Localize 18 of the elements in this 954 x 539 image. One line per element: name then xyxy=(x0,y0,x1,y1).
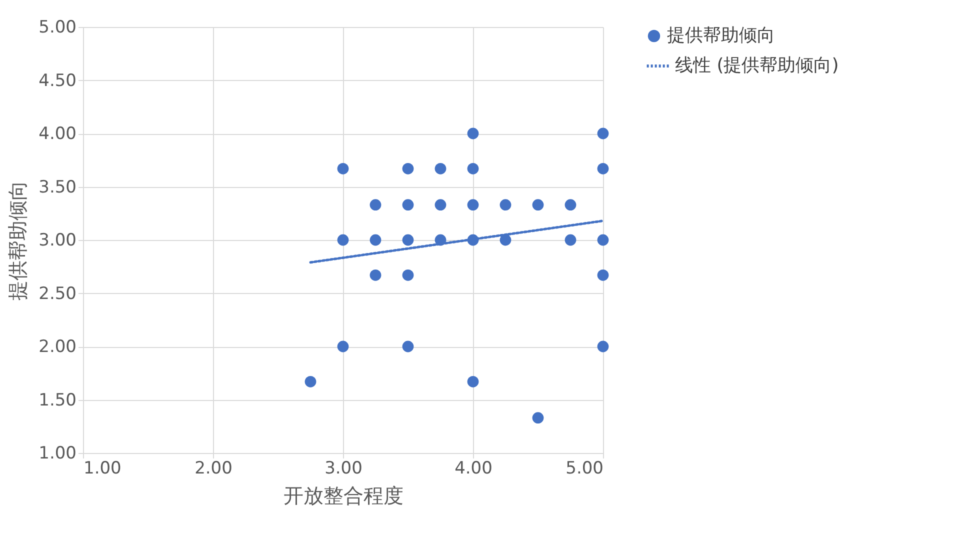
y-axis-title: 提供帮助倾向 xyxy=(6,180,30,300)
x-tick-label: 2.00 xyxy=(194,458,232,478)
y-tick-label: 1.50 xyxy=(38,390,76,410)
x-tick-label: 4.00 xyxy=(454,458,492,478)
y-tick-label: 1.00 xyxy=(38,444,76,464)
y-tick-label: 4.50 xyxy=(38,70,76,91)
legend-label: 提供帮助倾向 xyxy=(667,25,775,46)
x-tick-label: 1.00 xyxy=(84,458,122,478)
y-tick-label: 3.50 xyxy=(38,177,76,198)
y-tick-label: 4.00 xyxy=(38,124,76,144)
y-tick-label: 2.50 xyxy=(38,284,76,304)
y-tick-label: 3.00 xyxy=(38,230,76,250)
y-tick-label: 2.00 xyxy=(38,337,76,357)
legend-label: 线性 (提供帮助倾向) xyxy=(675,55,839,76)
x-tick-label: 5.00 xyxy=(566,458,604,478)
x-tick-label: 3.00 xyxy=(324,458,362,478)
y-tick-label: 5.00 xyxy=(38,18,76,38)
x-axis-title: 开放整合程度 xyxy=(284,484,404,508)
